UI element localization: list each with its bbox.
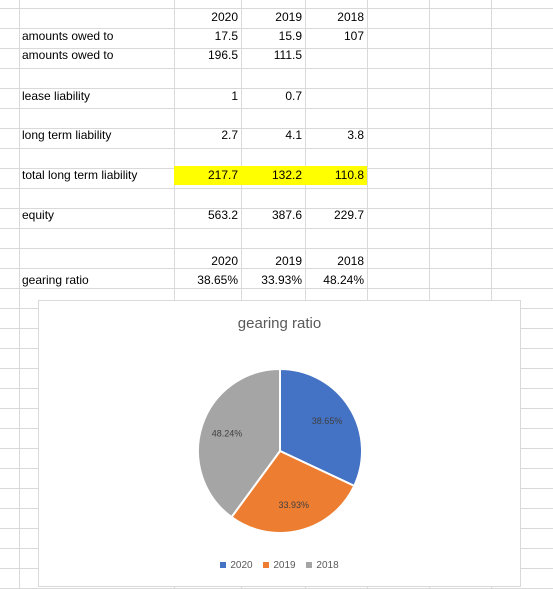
header-year-2020[interactable]: 2020	[211, 10, 238, 24]
ratio-year-2018[interactable]: 2018	[337, 254, 364, 268]
cell-equity-2018[interactable]: 229.7	[333, 208, 364, 222]
legend-swatch-2018	[306, 562, 313, 569]
cell-longterm-2020[interactable]: 2.7	[221, 128, 238, 142]
chart-legend[interactable]: 2020 2019 2018	[39, 560, 520, 571]
header-year-2019[interactable]: 2019	[275, 10, 302, 24]
legend-item-2018: 2018	[306, 560, 339, 571]
cell-owed1-2020[interactable]: 17.5	[214, 29, 238, 43]
cell-gearing-2019[interactable]: 33.93%	[261, 273, 302, 287]
header-year-2018[interactable]: 2018	[337, 10, 364, 24]
label-long-term-liability[interactable]: long term liability	[22, 128, 112, 142]
cell-gearing-2018[interactable]: 48.24%	[323, 273, 364, 287]
chart-title[interactable]: gearing ratio	[237, 315, 322, 332]
ratio-year-2020[interactable]: 2020	[211, 254, 238, 268]
ratio-year-2019[interactable]: 2019	[275, 254, 302, 268]
pie-plot-area[interactable]: 38.65% 33.93% 48.24%	[39, 301, 522, 588]
data-label-2018: 48.24%	[212, 429, 243, 439]
cell-lease-2019[interactable]: 0.7	[285, 89, 302, 103]
legend-label-2019: 2019	[273, 560, 296, 571]
cell-lease-2020[interactable]: 1	[231, 89, 238, 103]
cell-gearing-2020[interactable]: 38.65%	[197, 273, 238, 287]
cell-owed2-2019[interactable]: 111.5	[273, 48, 302, 62]
label-lease-liability[interactable]: lease liability	[22, 89, 91, 103]
legend-swatch-2020	[220, 562, 227, 569]
pie-slice-2018[interactable]	[197, 367, 281, 519]
label-equity[interactable]: equity	[22, 208, 55, 222]
cell-longterm-2019[interactable]: 4.1	[285, 128, 302, 142]
label-gearing-ratio[interactable]: gearing ratio	[22, 273, 89, 287]
label-amounts-owed-2[interactable]: amounts owed to	[22, 48, 114, 62]
legend-item-2019: 2019	[263, 560, 296, 571]
legend-label-2020: 2020	[230, 560, 253, 571]
cell-longterm-2018[interactable]: 3.8	[347, 128, 364, 142]
pie-slice-2020[interactable]	[279, 367, 363, 488]
data-label-2020: 38.65%	[312, 416, 343, 426]
cell-equity-2020[interactable]: 563.2	[207, 208, 238, 222]
label-amounts-owed-1[interactable]: amounts owed to	[22, 29, 114, 43]
cell-owed1-2018[interactable]: 107	[343, 29, 364, 43]
pie-chart[interactable]: gearing ratio 38.65% 33.93% 48.24% 2020 20…	[38, 300, 521, 587]
cell-total-2018[interactable]: 110.8	[305, 166, 367, 185]
cell-owed1-2019[interactable]: 15.9	[278, 29, 302, 43]
pie-slice-2019[interactable]	[230, 449, 356, 534]
legend-swatch-2019	[263, 562, 270, 569]
cell-equity-2019[interactable]: 387.6	[271, 208, 302, 222]
cell-total-2020[interactable]: 217.7	[174, 166, 241, 185]
legend-item-2020: 2020	[220, 560, 253, 571]
data-label-2019: 33.93%	[278, 500, 309, 510]
cell-total-2019[interactable]: 132.2	[241, 166, 305, 185]
legend-label-2018: 2018	[316, 560, 339, 571]
label-total-long-term-liability[interactable]: total long term liability	[22, 168, 138, 182]
cell-owed2-2020[interactable]: 196.5	[207, 48, 238, 62]
